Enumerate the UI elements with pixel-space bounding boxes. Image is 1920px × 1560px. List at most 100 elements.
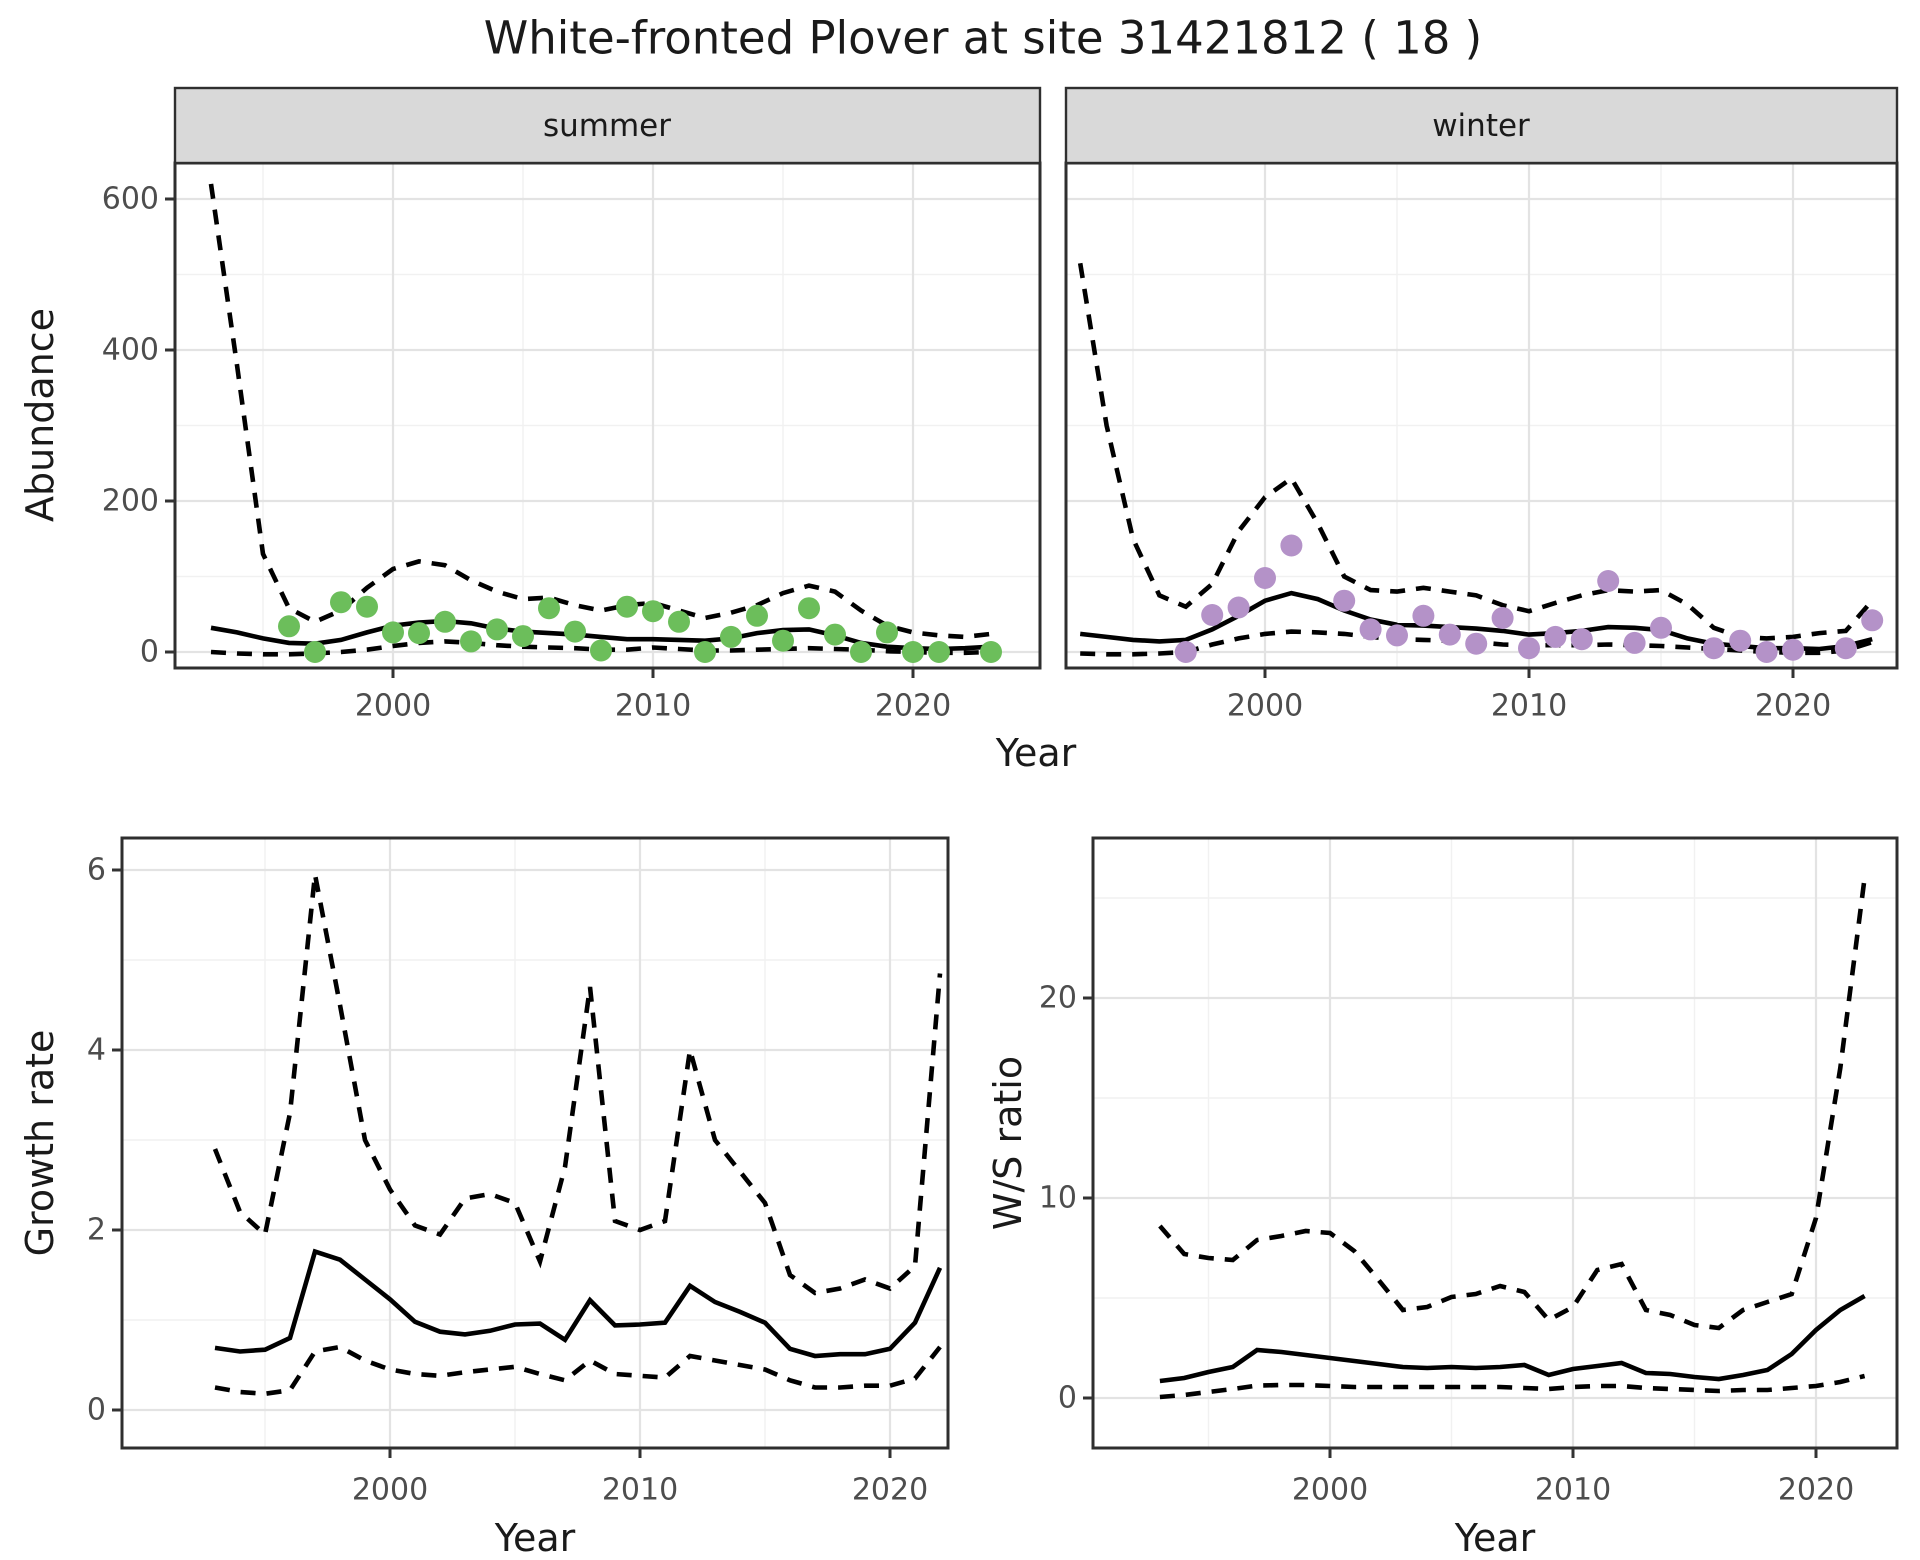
facet-strip-label-winter: winter — [1432, 108, 1530, 144]
panel-border — [120, 836, 950, 1450]
data-point-winter — [1650, 616, 1672, 639]
data-point-winter — [1623, 631, 1646, 654]
y-tick-label: 0 — [140, 635, 159, 670]
x-tick-label: 2020 — [852, 1473, 928, 1508]
y-tick-label: 400 — [102, 333, 159, 368]
x-tick-label: 2020 — [1778, 1473, 1854, 1508]
data-point-summer — [720, 625, 742, 648]
x-tick-label: 2010 — [1535, 1473, 1611, 1508]
panel-background — [1066, 163, 1897, 668]
series-upper_ci-growth — [212, 874, 943, 1296]
x-tick-label: 2000 — [1292, 1473, 1368, 1508]
panel-border — [1091, 836, 1899, 1450]
x-tick-label: 2000 — [352, 1473, 428, 1508]
data-point-winter — [1518, 637, 1540, 660]
data-point-winter — [1729, 629, 1752, 652]
series-mean-ratio — [1159, 1294, 1866, 1384]
data-point-winter — [1201, 604, 1224, 626]
data-point-summer — [928, 641, 950, 663]
y-tick-label: 600 — [102, 182, 159, 217]
data-point-winter — [1438, 623, 1461, 646]
y-axis-title-abundance: Abundance — [18, 307, 62, 523]
panel-background — [1093, 838, 1897, 1448]
x-axis-title-top: Year — [995, 731, 1077, 775]
facet-strip-label-summer: summer — [542, 108, 672, 144]
data-point-winter — [1702, 637, 1725, 660]
data-point-summer — [668, 610, 690, 633]
data-point-winter — [1280, 534, 1303, 557]
panel-growth: 2000 2010 2020 0 2 4 6 — [87, 836, 950, 1508]
data-point-summer — [850, 641, 872, 663]
y-axis-title-ws-ratio: W/S ratio — [986, 1055, 1030, 1231]
facet-strip-summer — [173, 86, 1042, 165]
data-point-winter — [1544, 625, 1567, 648]
x-tick-label: 2020 — [875, 689, 951, 724]
data-point-summer — [746, 604, 768, 627]
facet-strip-winter — [1064, 86, 1899, 165]
x-tick-label: 2000 — [1227, 689, 1303, 724]
data-point-summer — [278, 615, 300, 638]
data-point-winter — [1570, 628, 1593, 651]
data-point-winter — [1782, 638, 1804, 661]
data-point-summer — [382, 621, 404, 644]
panel-background — [175, 163, 1040, 668]
panel-ratio: 2000 2010 2020 0 10 20 — [1039, 836, 1899, 1508]
figure-title: White-fronted Plover at site 31421812 ( … — [483, 11, 1483, 65]
data-point-summer — [460, 630, 482, 653]
series-mean-growth — [214, 1248, 943, 1359]
data-point-winter — [1227, 596, 1250, 619]
y-axis-title-growth-rate: Growth rate — [18, 1029, 62, 1257]
data-point-summer — [434, 610, 456, 633]
data-point-summer — [564, 620, 586, 643]
data-point-winter — [1333, 589, 1356, 612]
data-point-summer — [694, 641, 716, 663]
y-tick-label: 2 — [87, 1213, 106, 1248]
series-upper_ci-ratio — [1158, 877, 1867, 1331]
data-point-summer — [642, 600, 664, 623]
data-point-winter — [1491, 607, 1514, 629]
data-point-summer — [590, 639, 612, 662]
data-point-summer — [616, 595, 638, 618]
series-lower_ci-ratio — [1159, 1373, 1866, 1400]
data-point-summer — [902, 641, 924, 663]
y-tick-label: 0 — [1058, 1381, 1077, 1416]
x-tick-label: 2020 — [1755, 689, 1831, 724]
series-lower_ci-growth — [214, 1344, 942, 1397]
data-point-summer — [798, 597, 820, 620]
panel-winter: 2000 2010 2020 — [1064, 86, 1899, 724]
x-tick-label: 2010 — [615, 689, 691, 724]
x-tick-label: 2000 — [355, 689, 431, 724]
data-point-summer — [824, 623, 846, 646]
data-point-winter — [1465, 632, 1488, 655]
y-tick-label: 10 — [1039, 1181, 1077, 1216]
data-point-summer — [304, 641, 326, 663]
data-point-winter — [1386, 624, 1408, 647]
data-point-winter — [1412, 604, 1435, 627]
data-point-summer — [486, 618, 508, 641]
data-point-summer — [538, 597, 560, 620]
data-point-summer — [512, 625, 534, 648]
y-tick-label: 200 — [102, 484, 159, 519]
data-point-winter — [1597, 570, 1620, 592]
y-tick-label: 4 — [87, 1033, 106, 1068]
data-point-summer — [408, 622, 430, 645]
data-point-winter — [1174, 641, 1197, 663]
data-point-summer — [772, 629, 794, 652]
y-tick-label: 6 — [87, 853, 106, 888]
data-point-summer — [876, 621, 898, 644]
series-upper_ci-summer — [208, 183, 992, 640]
panel-summer: 2000 2010 2020 0 200 400 600 — [102, 86, 1042, 724]
x-axis-title-growth: Year — [494, 1516, 576, 1560]
data-point-summer — [356, 595, 378, 618]
x-tick-label: 2010 — [1491, 689, 1567, 724]
x-tick-label: 2010 — [602, 1473, 678, 1508]
data-point-summer — [330, 591, 352, 614]
data-point-winter — [1254, 567, 1276, 589]
data-point-winter — [1755, 641, 1778, 663]
panel-background — [122, 838, 948, 1448]
y-tick-label: 0 — [87, 1393, 106, 1428]
data-point-winter — [1861, 609, 1884, 632]
y-tick-label: 20 — [1039, 981, 1077, 1016]
data-point-winter — [1359, 618, 1382, 641]
